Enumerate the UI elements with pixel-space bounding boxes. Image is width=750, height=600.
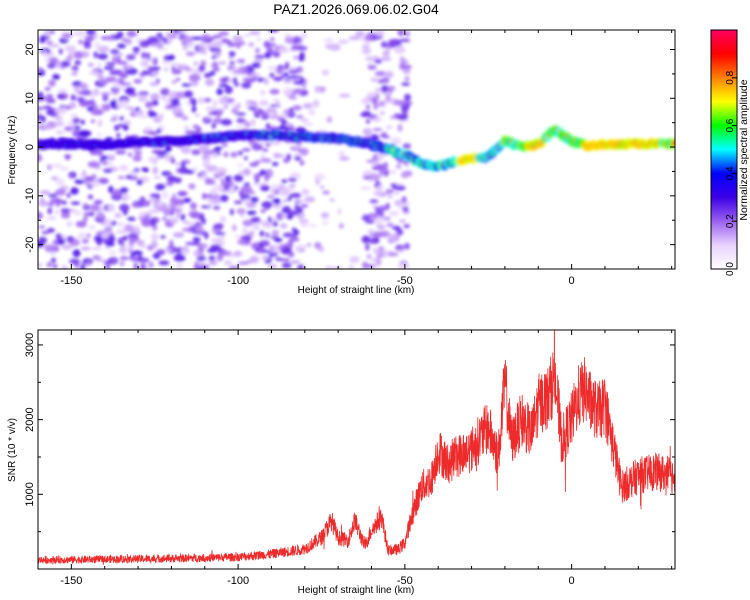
colorbar-label: Normalized spectral amplitude (738, 79, 750, 220)
snr-y-tick-label: 3000 (24, 333, 36, 357)
spectrogram-image (38, 30, 675, 269)
colorbar-tick-label: 0.4 (725, 166, 736, 180)
spectrogram-y-tick-label: -20 (24, 237, 36, 253)
spectrogram-x-axis-label: Height of straight line (km) (298, 285, 415, 296)
spectrogram-noise (38, 30, 413, 269)
colorbar-tick-label: 0.6 (725, 118, 736, 132)
spectrogram-ticks: -150 -100 -50 0 20 10 0 -10 -20 (24, 30, 675, 287)
spectrogram-x-tick-label: 0 (569, 275, 575, 287)
snr-frame (37, 329, 676, 570)
spectrogram-ridge (38, 125, 675, 172)
colorbar-ticks: 0.0 0.2 0.4 0.6 0.8 (725, 70, 737, 276)
snr-x-axis-label: Height of straight line (km) (298, 585, 415, 596)
spectrogram-x-tick-label: -50 (397, 275, 413, 287)
spectrogram-frame (37, 29, 676, 270)
spectrogram-y-tick-label: -10 (24, 188, 36, 204)
colorbar-tick-label: 0.0 (725, 262, 736, 276)
spectrogram-y-tick-label: 10 (24, 92, 36, 104)
colorbar-scale (710, 29, 738, 270)
spectrogram-plot-area (38, 30, 675, 269)
snr-series-line (38, 330, 675, 565)
snr-panel: -150 -100 -50 0 1000 2000 3000 Height of strai… (7, 329, 676, 596)
spectrogram-x-tick-label: -150 (60, 275, 82, 287)
spectrogram-x-tick-label: -100 (227, 275, 249, 287)
spectrogram-y-tick-label: 20 (24, 43, 36, 55)
colorbar-tick-label: 0.2 (725, 214, 736, 228)
snr-y-tick-label: 1000 (24, 482, 36, 506)
snr-ticks: -150 -100 -50 0 1000 2000 3000 (24, 330, 675, 587)
spectrogram-y-tick-label: 0 (24, 144, 36, 150)
snr-x-tick-label: -150 (60, 575, 82, 587)
snr-x-tick-label: -50 (397, 575, 413, 587)
snr-x-tick-label: 0 (569, 575, 575, 587)
snr-y-axis-label: SNR (10 * v/v) (7, 418, 18, 482)
colorbar: 0.0 0.2 0.4 0.6 0.8 Normalized spectral ampl… (710, 29, 750, 276)
chart-title: PAZ1.2026.069.06.02.G04 (273, 1, 439, 17)
snr-y-tick-label: 2000 (24, 407, 36, 431)
spectrogram-panel: -150 -100 -50 0 20 10 0 -10 -20 Height of straig… (7, 29, 676, 296)
snr-x-tick-label: -100 (227, 575, 249, 587)
snr-plot-area (38, 330, 675, 569)
colorbar-tick-label: 0.8 (725, 70, 736, 84)
spectrogram-y-axis-label: Frequency (Hz) (7, 116, 18, 185)
